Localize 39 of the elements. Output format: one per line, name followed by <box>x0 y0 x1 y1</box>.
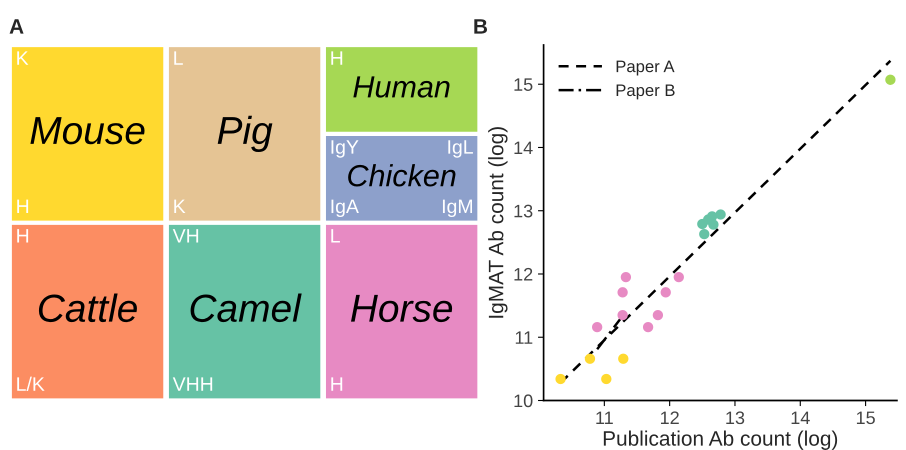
text: L/K <box>17 376 45 391</box>
text: K <box>17 51 28 65</box>
category-label: Pig <box>218 116 272 152</box>
legend-label: Paper A <box>616 60 675 76</box>
text: K <box>174 200 186 214</box>
y-tick-label: 12 <box>514 268 532 281</box>
chart-title: B <box>474 19 488 34</box>
category-label: Human <box>353 76 450 98</box>
text: L <box>331 229 340 243</box>
y-axis-title: IgMAT Ab count (log) <box>488 127 508 318</box>
category-label: Camel <box>190 294 302 322</box>
text: H <box>331 377 342 391</box>
x-tick-label: 11 <box>596 412 613 424</box>
y-tick-label: 13 <box>514 204 532 218</box>
text: H <box>17 229 28 243</box>
legend-label: Paper B <box>616 84 675 100</box>
y-tick-label: 15 <box>514 78 532 91</box>
text: IgY <box>332 140 358 158</box>
text: IgM <box>442 200 472 218</box>
y-tick-label: 14 <box>514 142 533 154</box>
y-tick-label: 11 <box>516 331 532 344</box>
text: VHH <box>172 377 212 391</box>
text: H <box>331 51 342 65</box>
x-tick-label: 15 <box>856 412 875 424</box>
category-label: Mouse <box>30 117 145 144</box>
x-tick-label: 12 <box>660 411 679 424</box>
x-axis-title: Publication Ab count (log) <box>604 430 838 450</box>
text: L <box>174 51 183 65</box>
category-label: Cattle <box>38 294 137 322</box>
y-tick-label: 10 <box>514 394 532 408</box>
text: H <box>17 200 28 214</box>
text: IgL <box>448 140 473 158</box>
category-label: Horse <box>350 294 452 322</box>
x-tick-label: 13 <box>726 411 744 424</box>
text: VH <box>172 229 198 243</box>
category-label: Chicken <box>348 164 456 187</box>
text: A <box>10 19 24 34</box>
text: IgA <box>332 200 359 218</box>
x-tick-label: 14 <box>792 412 810 424</box>
